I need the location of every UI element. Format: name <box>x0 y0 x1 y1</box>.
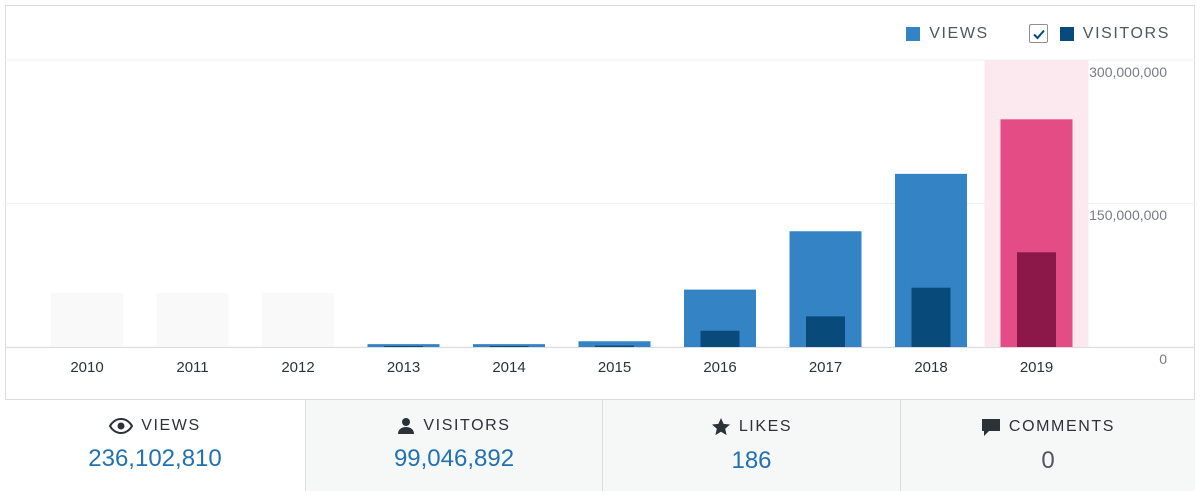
bar-chart: 2010 2011 2012 2013 2014 2015 2016 2017 2018 2019… <box>5 59 1195 376</box>
tab-likes-value: 186 <box>731 447 772 474</box>
tab-comments-value: 0 <box>1041 447 1055 474</box>
legend-swatch-visitors <box>1059 26 1074 41</box>
legend-item-views: VIEWS <box>906 25 989 43</box>
bar-views <box>578 341 651 347</box>
star-icon <box>711 418 730 436</box>
tab-visitors-header: VISITORS <box>306 417 602 435</box>
x-tick-label: 2018 <box>914 359 947 376</box>
x-tick-label: 2016 <box>703 359 736 376</box>
tab-views-label: VIEWS <box>141 417 201 434</box>
x-tick-label: 2014 <box>492 359 525 376</box>
comment-icon <box>981 419 1000 436</box>
person-icon <box>398 418 415 434</box>
empty-bar-placeholder <box>156 293 229 347</box>
bar-visitors <box>489 346 529 347</box>
legend-label-visitors: VISITORS <box>1082 24 1170 42</box>
stats-tabs: VIEWS 236,102,810 VISITORS 99,046,892 LI… <box>5 399 1195 491</box>
tab-comments[interactable]: COMMENTS 0 <box>900 400 1195 491</box>
bar-visitors <box>1017 252 1056 347</box>
empty-bar-placeholder <box>51 293 123 347</box>
tab-comments-header: COMMENTS <box>901 417 1195 437</box>
bar-views <box>473 344 545 347</box>
legend-item-visitors[interactable]: VISITORS <box>1028 24 1170 43</box>
bar-visitors <box>384 346 423 347</box>
x-tick-label: 2012 <box>281 359 314 376</box>
y-tick-label: 300,000,000 <box>1089 64 1167 80</box>
x-tick-label: 2017 <box>809 359 842 376</box>
chart-legend: VIEWS VISITORS <box>906 24 1170 43</box>
x-tick-label: 2019 <box>1020 359 1053 376</box>
empty-bar-placeholder <box>262 293 334 347</box>
x-tick-label: 2015 <box>598 359 631 376</box>
x-tick-label: 2010 <box>70 359 103 376</box>
bar-views <box>367 344 440 347</box>
legend-swatch-views <box>906 26 921 41</box>
tab-views[interactable]: VIEWS 236,102,810 <box>5 400 305 491</box>
tab-likes-header: LIKES <box>603 417 900 437</box>
tab-views-value: 236,102,810 <box>88 445 222 472</box>
bar-visitors <box>806 316 845 347</box>
tab-visitors-label: VISITORS <box>423 417 511 434</box>
tab-visitors-value: 99,046,892 <box>393 445 515 472</box>
eye-icon <box>109 418 134 434</box>
tab-comments-label: COMMENTS <box>1008 418 1116 435</box>
legend-label-views: VIEWS <box>929 24 989 42</box>
y-tick-label: 0 <box>1159 351 1167 367</box>
x-tick-label: 2013 <box>387 359 420 376</box>
tab-likes-label: LIKES <box>738 418 793 435</box>
y-tick-label: 150,000,000 <box>1089 207 1167 223</box>
x-tick-label: 2011 <box>176 359 208 376</box>
checkmark-icon <box>1033 29 1045 40</box>
tab-visitors[interactable]: VISITORS 99,046,892 <box>305 400 602 491</box>
tab-views-header: VIEWS <box>5 417 305 435</box>
tab-likes[interactable]: LIKES 186 <box>602 400 900 491</box>
bar-visitors <box>911 287 951 347</box>
visitors-toggle-checkbox[interactable] <box>1028 24 1048 43</box>
bar-visitors <box>700 330 740 347</box>
bar-visitors <box>595 345 634 347</box>
